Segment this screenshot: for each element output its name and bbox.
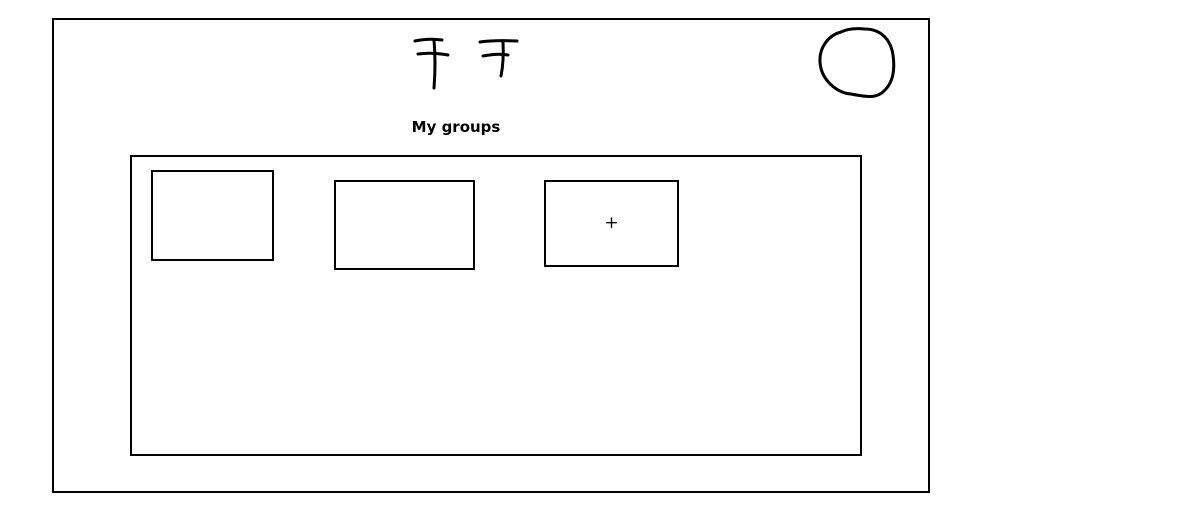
add-group-button[interactable]: + — [544, 180, 679, 267]
logo-scribble-icon — [413, 37, 519, 90]
user-avatar-circle-icon[interactable] — [815, 27, 897, 101]
group-card[interactable] — [334, 180, 475, 270]
page-title: My groups — [411, 118, 501, 136]
group-card[interactable] — [151, 170, 274, 261]
app-window — [52, 18, 930, 493]
plus-icon: + — [604, 213, 619, 233]
groups-container — [130, 155, 862, 456]
